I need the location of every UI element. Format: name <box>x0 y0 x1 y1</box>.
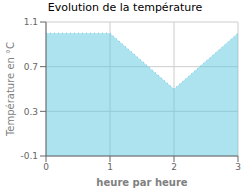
svg-text:3: 3 <box>235 162 241 172</box>
svg-text:0: 0 <box>43 162 49 172</box>
svg-text:-0.1: -0.1 <box>20 151 38 161</box>
svg-text:0.3: 0.3 <box>24 107 38 117</box>
svg-text:2: 2 <box>171 162 177 172</box>
svg-text:0.7: 0.7 <box>24 62 38 72</box>
svg-text:1: 1 <box>107 162 113 172</box>
svg-text:heure par heure: heure par heure <box>96 177 187 188</box>
svg-text:1.1: 1.1 <box>24 17 38 27</box>
svg-text:Température en °C: Température en °C <box>5 42 16 137</box>
html-text:Evolution de la température: Evolution de la température <box>47 1 203 14</box>
